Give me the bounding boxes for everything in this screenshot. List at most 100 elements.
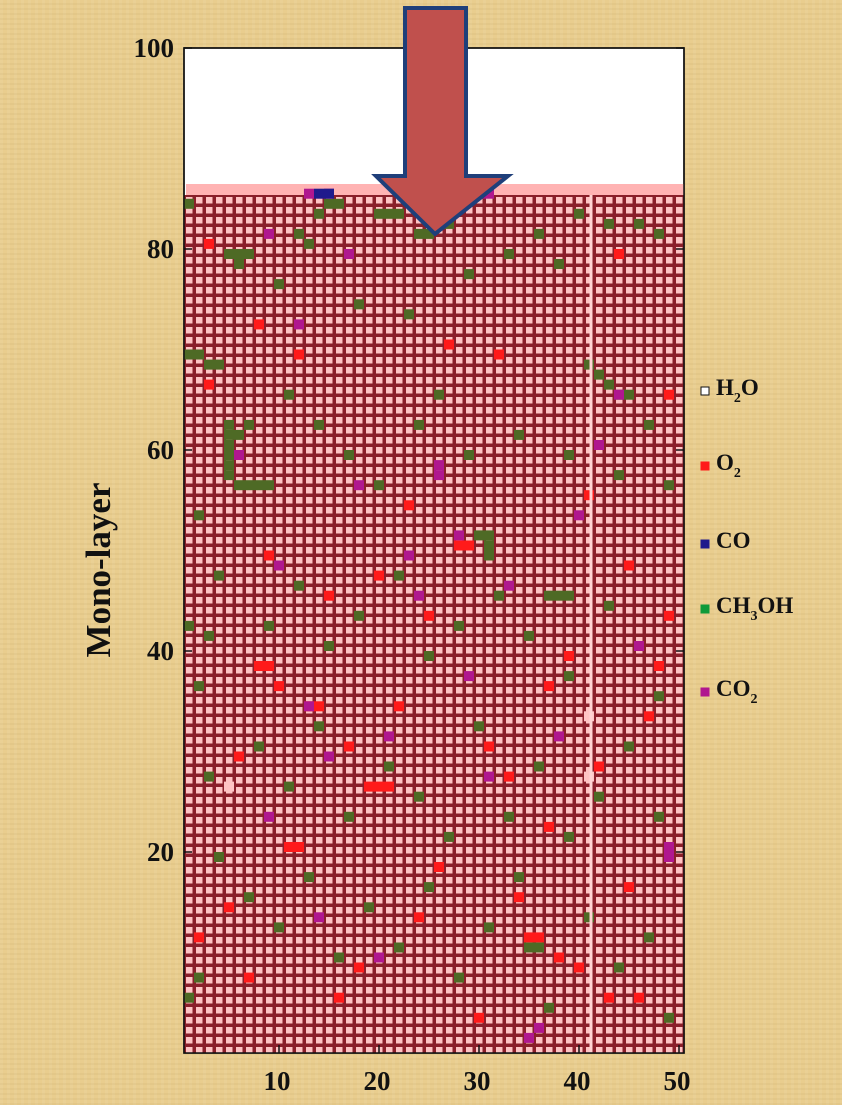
- legend-swatch: [700, 604, 710, 614]
- methanol-cell: [244, 892, 254, 903]
- methanol-cell: [554, 259, 564, 269]
- methanol-cell: [194, 510, 204, 521]
- methanol-cell: [484, 540, 494, 551]
- methanol-cell: [344, 811, 354, 822]
- methanol-cell: [414, 228, 424, 239]
- legend-swatch: [700, 687, 710, 697]
- o2-cell: [424, 610, 434, 621]
- methanol-cell: [244, 480, 254, 491]
- methanol-cell: [574, 208, 584, 219]
- o2-cell: [574, 962, 584, 973]
- x-axis: 10 20 30 40 50: [264, 1045, 691, 1096]
- o2-cell: [314, 701, 324, 712]
- o2-cell: [224, 902, 234, 913]
- o2-cell: [664, 610, 674, 621]
- methanol-cell: [414, 791, 424, 802]
- methanol-cell: [564, 831, 574, 842]
- o2-cell: [254, 661, 264, 671]
- methanol-cell: [454, 620, 464, 631]
- methanol-cell: [654, 691, 664, 702]
- o2-cell: [274, 681, 284, 692]
- o2-cell: [504, 771, 514, 782]
- co2-cell: [614, 389, 624, 400]
- o2-cell: [524, 932, 534, 943]
- methanol-cell: [514, 872, 524, 883]
- methanol-cell: [214, 852, 224, 862]
- o2-cell: [394, 701, 404, 712]
- o2-cell: [484, 741, 494, 752]
- o2-cell: [404, 500, 414, 511]
- methanol-cell: [394, 942, 404, 953]
- methanol-cell: [284, 389, 294, 400]
- methanol-cell: [204, 630, 214, 641]
- methanol-cell: [214, 570, 224, 581]
- methanol-cell: [274, 922, 284, 933]
- x-tick-label: 40: [564, 1066, 591, 1096]
- methanol-cell: [614, 470, 624, 481]
- methanol-cell: [234, 429, 244, 440]
- methanol-cell: [184, 992, 194, 1003]
- methanol-cell: [364, 902, 374, 913]
- co2-cell: [354, 480, 364, 491]
- methanol-cell: [424, 882, 434, 893]
- methanol-cell: [594, 791, 604, 802]
- co2-cell: [554, 731, 564, 742]
- o2-cell: [334, 992, 344, 1003]
- co2-cell: [304, 701, 314, 712]
- methanol-cell: [344, 450, 354, 460]
- y-axis: 20 40 60 80 100: [134, 33, 684, 867]
- co2-cell: [314, 912, 324, 923]
- x-tick-label: 30: [464, 1066, 491, 1096]
- co-cell: [324, 188, 334, 199]
- o2-cell: [374, 570, 384, 581]
- legend-label: O2: [716, 450, 741, 481]
- methanol-cell: [204, 771, 214, 782]
- methanol-cell: [614, 962, 624, 973]
- o2-cell: [444, 339, 454, 350]
- legend-swatch: [700, 539, 710, 549]
- legend-swatch: [700, 386, 710, 396]
- y-tick-label: 40: [147, 636, 174, 666]
- co2-cell: [434, 460, 444, 471]
- y-tick-label: 100: [134, 33, 175, 63]
- o2-cell: [374, 781, 384, 792]
- methanol-cell: [554, 590, 564, 601]
- arrow-icon: [371, 6, 514, 237]
- x-tick-label: 10: [264, 1066, 291, 1096]
- methanol-cell: [524, 630, 534, 641]
- co2-cell: [434, 470, 444, 481]
- gap-cell: [224, 781, 234, 792]
- co2-cell: [414, 590, 424, 601]
- methanol-cell: [664, 1012, 674, 1023]
- methanol-cell: [324, 198, 334, 209]
- co2-cell: [294, 319, 304, 330]
- methanol-cell: [224, 440, 234, 450]
- o2-cell: [244, 972, 254, 983]
- methanol-cell: [284, 781, 294, 792]
- o2-cell: [324, 590, 334, 601]
- o2-cell: [204, 238, 214, 249]
- o2-cell: [544, 681, 554, 692]
- co2-cell: [634, 641, 644, 651]
- methanol-cell: [354, 610, 364, 621]
- legend: H2O O2 CO CH3OH CO2: [700, 375, 793, 707]
- o2-cell: [254, 319, 264, 330]
- legend-label: CO2: [716, 676, 758, 707]
- methanol-cell: [224, 429, 234, 440]
- methanol-cell: [444, 831, 454, 842]
- methanol-cell: [224, 460, 234, 471]
- methanol-cell: [324, 641, 334, 651]
- o2-cell: [234, 751, 244, 762]
- methanol-cell: [264, 480, 274, 491]
- y-tick-label: 80: [147, 234, 174, 264]
- methanol-cell: [354, 299, 364, 310]
- co2-cell: [304, 188, 314, 199]
- methanol-cell: [564, 450, 574, 460]
- methanol-cell: [524, 942, 534, 953]
- methanol-cell: [644, 419, 654, 430]
- methanol-cell: [604, 379, 614, 390]
- o2-cell: [534, 932, 544, 943]
- o2-cell: [654, 661, 664, 671]
- methanol-cell: [254, 741, 264, 752]
